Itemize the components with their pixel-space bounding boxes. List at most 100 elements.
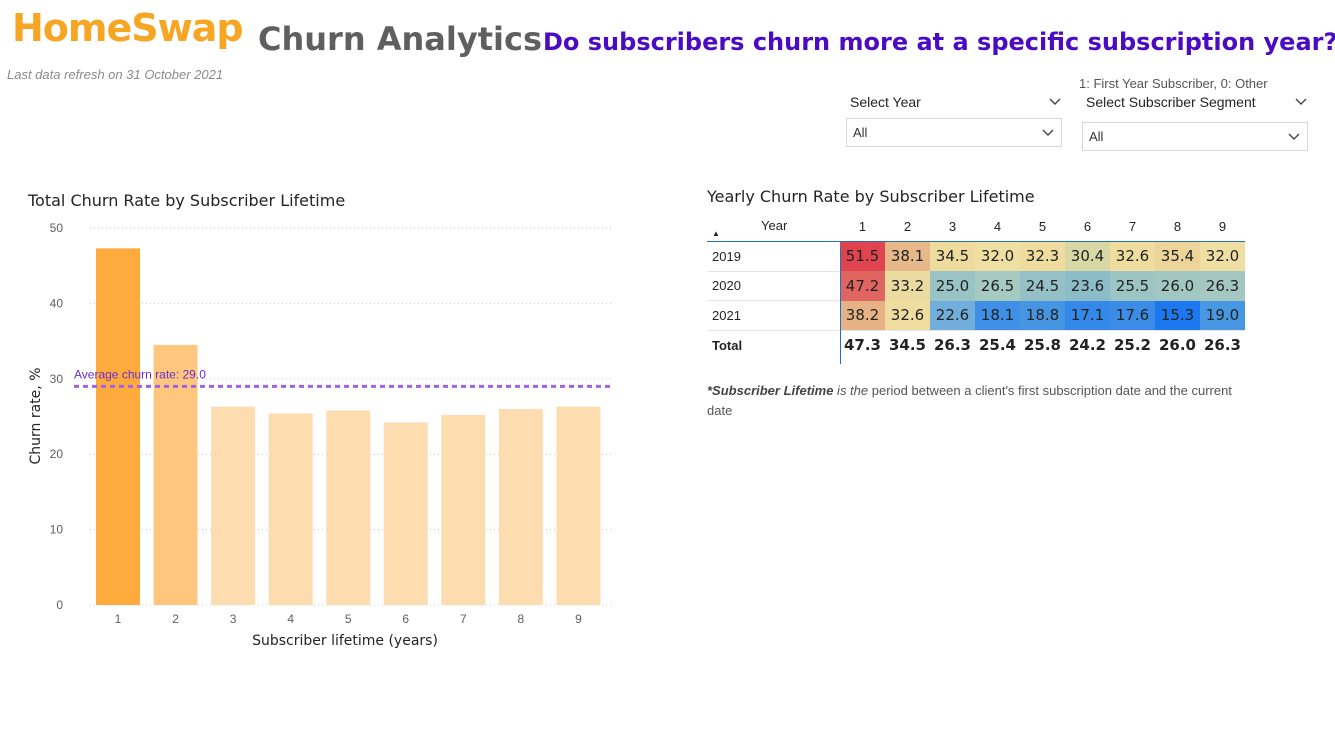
matrix-total-cell: 47.3	[843, 336, 881, 355]
footnote-text: period between a client's first subscrip…	[707, 383, 1232, 418]
year-dropdown-value: All	[853, 125, 868, 140]
segment-slicer-header[interactable]: Select Subscriber Segment	[1082, 94, 1308, 110]
matrix-cell: 32.0	[1200, 241, 1245, 271]
matrix-cell: 17.6	[1110, 300, 1155, 330]
x-tick-label: 4	[287, 612, 294, 626]
matrix-title: Yearly Churn Rate by Subscriber Lifetime	[707, 187, 1035, 206]
segment-dropdown[interactable]: All	[1082, 122, 1308, 151]
matrix-row: 2019 51.5 38.1 34.5 32.0 32.3 30.4 32.6 35.4 32.0	[707, 241, 1245, 272]
matrix-cell: 19.0	[1200, 300, 1245, 330]
churn-matrix: ▲ Year 1 2 3 4 5 6 7 8 9 2019 51.5 38.1 34.5 32.0 32.3 30…	[707, 212, 1245, 364]
matrix-total-cell: 25.8	[1023, 336, 1061, 355]
bar	[268, 413, 313, 605]
page-title: Churn Analytics	[258, 20, 542, 58]
matrix-total-cell: 25.2	[1113, 336, 1151, 355]
bar	[153, 344, 198, 605]
chevron-down-icon[interactable]	[1048, 95, 1062, 109]
matrix-total-cell: 34.5	[888, 336, 926, 355]
matrix-cell: 23.6	[1065, 271, 1110, 301]
x-tick-label: 2	[172, 612, 179, 626]
bar	[383, 422, 428, 605]
x-tick-label: 8	[518, 612, 525, 626]
year-dropdown[interactable]: All	[846, 118, 1062, 147]
chevron-down-icon[interactable]	[1041, 126, 1055, 140]
matrix-column-header[interactable]: 3	[948, 219, 957, 234]
matrix-column-header[interactable]: 2	[903, 219, 912, 234]
matrix-cell: 15.3	[1155, 300, 1200, 330]
matrix-total-label: Total	[712, 337, 743, 353]
matrix-corner-label: Year	[761, 217, 788, 233]
footnote-term: *Subscriber Lifetime	[707, 383, 834, 398]
y-tick-label: 20	[50, 447, 64, 461]
matrix-total-row: Total 47.3 34.5 26.3 25.4 25.8 24.2 25.2 26.0 26.…	[707, 331, 1245, 361]
x-tick-label: 9	[575, 612, 582, 626]
matrix-cell: 22.6	[930, 300, 975, 330]
matrix-cell: 25.0	[930, 271, 975, 301]
matrix-cell: 18.8	[1020, 300, 1065, 330]
x-tick-label: 3	[230, 612, 237, 626]
matrix-cell: 38.1	[885, 241, 930, 271]
bar	[556, 406, 601, 605]
footnote-italic: is the	[833, 383, 869, 398]
matrix-column-header[interactable]: 4	[993, 219, 1002, 234]
x-tick-label: 6	[402, 612, 409, 626]
matrix-cell: 32.6	[1110, 241, 1155, 271]
bar	[96, 248, 140, 605]
report-question: Do subscribers churn more at a specific …	[543, 28, 1335, 56]
bar	[211, 406, 256, 605]
matrix-column-header[interactable]: 8	[1173, 219, 1182, 234]
year-slicer-label: Select Year	[850, 94, 921, 110]
homeswap-logo: HomeSwap	[12, 6, 244, 50]
matrix-total-cell: 26.0	[1158, 336, 1196, 355]
x-tick-label: 5	[345, 612, 352, 626]
x-axis-title: Subscriber lifetime (years)	[252, 633, 438, 649]
matrix-cell: 18.1	[975, 300, 1020, 330]
matrix-total-cell: 26.3	[1203, 336, 1241, 355]
matrix-cell: 26.0	[1155, 271, 1200, 301]
matrix-column-header[interactable]: 9	[1218, 219, 1227, 234]
matrix-cell: 26.5	[975, 271, 1020, 301]
matrix-cell: 51.5	[840, 241, 885, 271]
chart-title: Total Churn Rate by Subscriber Lifetime	[28, 191, 346, 210]
matrix-column-header[interactable]: 7	[1128, 219, 1137, 234]
matrix-column-header[interactable]: 6	[1083, 219, 1092, 234]
matrix-row-label: 2020	[712, 278, 741, 294]
year-slicer-header[interactable]: Select Year	[846, 94, 1062, 110]
y-tick-label: 50	[50, 221, 64, 235]
matrix-total-cell: 26.3	[933, 336, 971, 355]
matrix-cell: 47.2	[840, 271, 885, 301]
matrix-cell: 26.3	[1200, 271, 1245, 301]
matrix-row-label: 2019	[712, 248, 741, 264]
matrix-cell: 25.5	[1110, 271, 1155, 301]
sort-ascending-icon[interactable]: ▲	[712, 228, 720, 238]
churn-bar-chart: 0 10 20 30 40 50 1 2 3 4 5 6 7 8 9 Average churn rate: …	[28, 221, 614, 649]
matrix-cell: 17.1	[1065, 300, 1110, 330]
matrix-row-label: 2021	[712, 307, 741, 323]
matrix-cell: 24.5	[1020, 271, 1065, 301]
matrix-column-header[interactable]: 5	[1038, 219, 1047, 234]
matrix-corner[interactable]: ▲ Year	[707, 212, 840, 242]
matrix-cell: 34.5	[930, 241, 975, 271]
y-axis-title: Churn rate, %	[28, 368, 44, 465]
matrix-cell: 30.4	[1065, 241, 1110, 271]
matrix-cell: 35.4	[1155, 241, 1200, 271]
data-refresh-text: Last data refresh on 31 October 2021	[7, 67, 224, 82]
bar	[498, 408, 543, 605]
average-line-label: Average churn rate: 29.0	[74, 367, 206, 381]
chevron-down-icon[interactable]	[1287, 130, 1301, 144]
y-tick-label: 10	[50, 523, 64, 537]
matrix-total-cell: 24.2	[1068, 336, 1106, 355]
matrix-row: 2020 47.2 33.2 25.0 26.5 24.5 23.6 25.5 26.0 26.3	[707, 271, 1245, 301]
x-tick-label: 7	[460, 612, 467, 626]
matrix-cell: 32.0	[975, 241, 1020, 271]
matrix-cell: 32.6	[885, 300, 930, 330]
matrix-column-header[interactable]: 1	[858, 219, 867, 234]
segment-slicer: Select Subscriber Segment All	[1082, 94, 1308, 151]
segment-slicer-label: Select Subscriber Segment	[1086, 94, 1256, 110]
chevron-down-icon[interactable]	[1294, 95, 1308, 109]
matrix-cell: 38.2	[840, 300, 885, 330]
matrix-divider	[840, 247, 841, 364]
bar	[441, 414, 486, 605]
matrix-row: 2021 38.2 32.6 22.6 18.1 18.8 17.1 17.6 15.3 19.0	[707, 300, 1245, 331]
